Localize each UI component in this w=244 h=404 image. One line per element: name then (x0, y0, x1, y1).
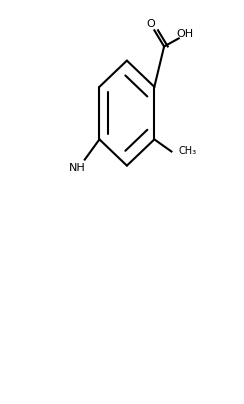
Text: OH: OH (176, 29, 193, 39)
Text: O: O (146, 19, 155, 29)
Text: NH: NH (69, 163, 86, 173)
Text: CH₃: CH₃ (179, 147, 197, 156)
